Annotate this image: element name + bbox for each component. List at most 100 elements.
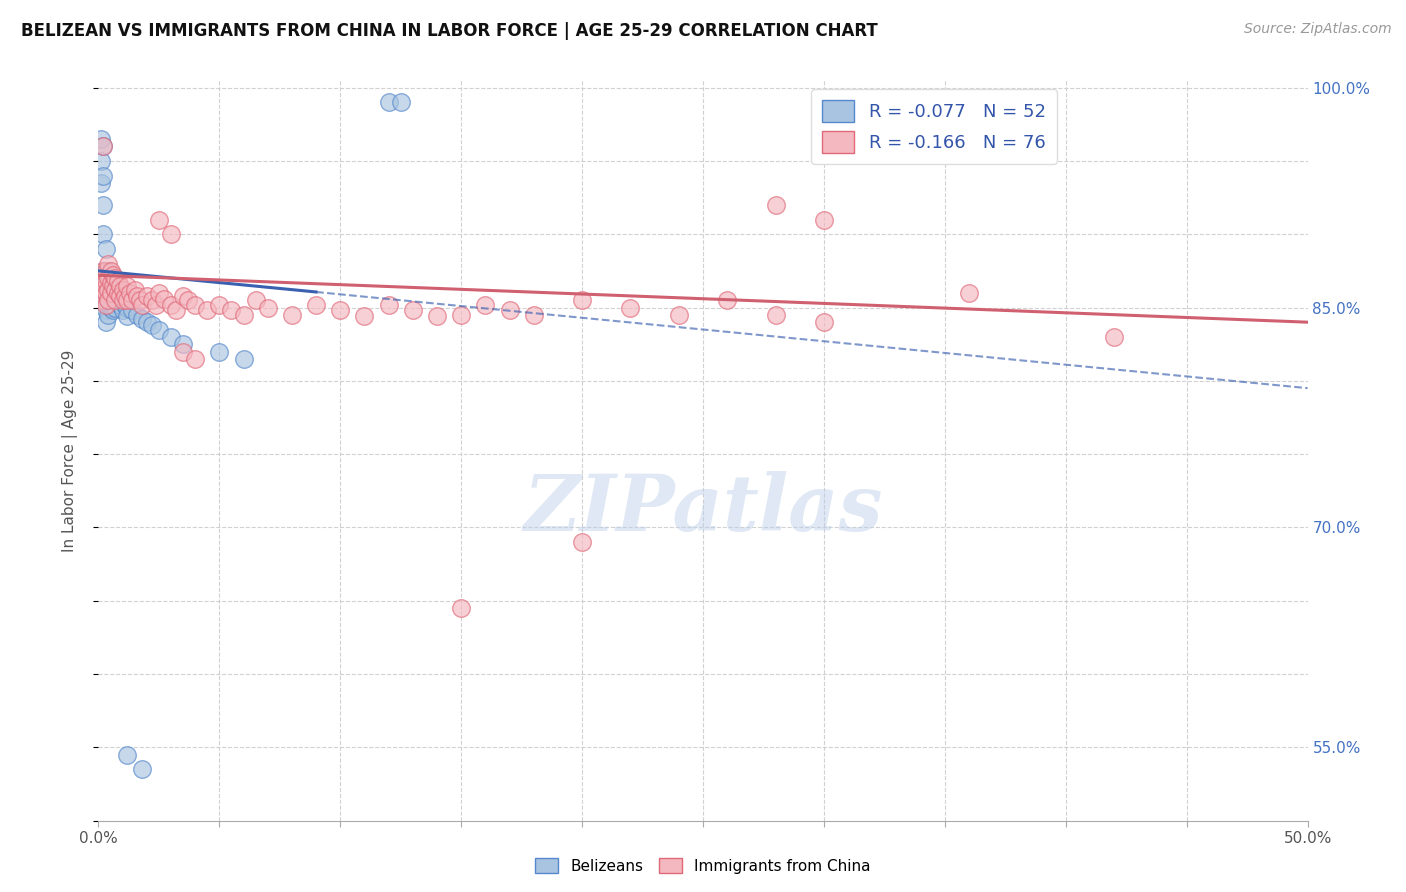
Point (124, 283, 146, 297)
Point (101, 283, 124, 297)
Point (232, 351, 254, 366)
Point (94, 242, 117, 256)
Point (111, 293, 134, 308)
Point (402, 303, 425, 318)
Point (450, 601, 472, 615)
Point (104, 278, 127, 293)
Point (100, 268, 122, 283)
Point (97, 256, 120, 270)
Point (97, 274, 120, 288)
Point (281, 308, 304, 322)
Point (101, 293, 124, 308)
Point (127, 289, 149, 303)
Point (108, 289, 131, 303)
Y-axis label: In Labor Force | Age 25-29: In Labor Force | Age 25-29 (62, 350, 77, 551)
Point (100, 285, 122, 300)
Point (104, 271, 127, 285)
Point (114, 289, 136, 303)
Point (619, 301, 641, 315)
Point (148, 285, 170, 300)
Text: Source: ZipAtlas.com: Source: ZipAtlas.com (1244, 22, 1392, 37)
Point (118, 285, 141, 300)
Point (765, 308, 787, 322)
Point (97, 297, 120, 311)
Point (97, 264, 120, 278)
Point (765, 198, 787, 212)
Point (329, 303, 352, 318)
Point (107, 292, 129, 306)
Point (90, 271, 112, 285)
Point (90, 283, 112, 297)
Point (523, 308, 546, 322)
Point (127, 308, 149, 322)
Point (108, 289, 131, 303)
Text: BELIZEAN VS IMMIGRANTS FROM CHINA IN LABOR FORCE | AGE 25-29 CORRELATION CHART: BELIZEAN VS IMMIGRANTS FROM CHINA IN LAB… (21, 22, 877, 40)
Point (160, 330, 183, 344)
Point (104, 293, 127, 308)
Point (90, 176, 112, 190)
Point (108, 278, 131, 293)
Point (121, 293, 143, 308)
Point (426, 310, 449, 324)
Point (108, 297, 131, 311)
Point (100, 301, 122, 315)
Point (208, 297, 231, 311)
Point (160, 227, 183, 242)
Point (94, 271, 117, 285)
Point (177, 293, 200, 308)
Point (90, 293, 112, 308)
Point (498, 303, 520, 318)
Point (450, 308, 472, 322)
Point (184, 351, 207, 366)
Point (131, 762, 153, 776)
Point (117, 310, 139, 324)
Point (97, 308, 120, 322)
Point (128, 293, 150, 308)
Point (100, 289, 122, 303)
Point (94, 292, 117, 306)
Point (100, 276, 122, 290)
Point (353, 310, 375, 324)
Point (131, 297, 153, 311)
Point (111, 293, 134, 308)
Point (135, 289, 157, 303)
Point (111, 303, 134, 318)
Point (107, 274, 129, 288)
Point (131, 312, 153, 326)
Point (97, 283, 120, 297)
Point (813, 315, 835, 329)
Point (100, 264, 122, 278)
Point (91, 139, 114, 153)
Point (148, 212, 170, 227)
Point (97, 285, 120, 300)
Point (91, 264, 114, 278)
Point (716, 293, 738, 308)
Point (184, 297, 207, 311)
Text: ZIPatlas: ZIPatlas (523, 472, 883, 548)
Point (232, 308, 254, 322)
Point (94, 315, 117, 329)
Point (94, 285, 117, 300)
Legend: Belizeans, Immigrants from China: Belizeans, Immigrants from China (530, 852, 876, 880)
Point (245, 293, 267, 308)
Point (571, 535, 593, 549)
Point (117, 278, 139, 293)
Point (165, 303, 187, 318)
Point (377, 297, 399, 311)
Point (100, 280, 122, 294)
Point (256, 301, 278, 315)
Point (377, 95, 399, 110)
Point (195, 303, 218, 318)
Point (90, 153, 112, 168)
Point (117, 293, 139, 308)
Point (107, 283, 129, 297)
Point (141, 293, 163, 308)
Point (111, 283, 134, 297)
Point (91, 139, 114, 153)
Point (94, 297, 117, 311)
Point (571, 293, 593, 308)
Point (172, 337, 194, 351)
Point (121, 303, 143, 318)
Point (101, 268, 124, 283)
Point (90, 132, 112, 146)
